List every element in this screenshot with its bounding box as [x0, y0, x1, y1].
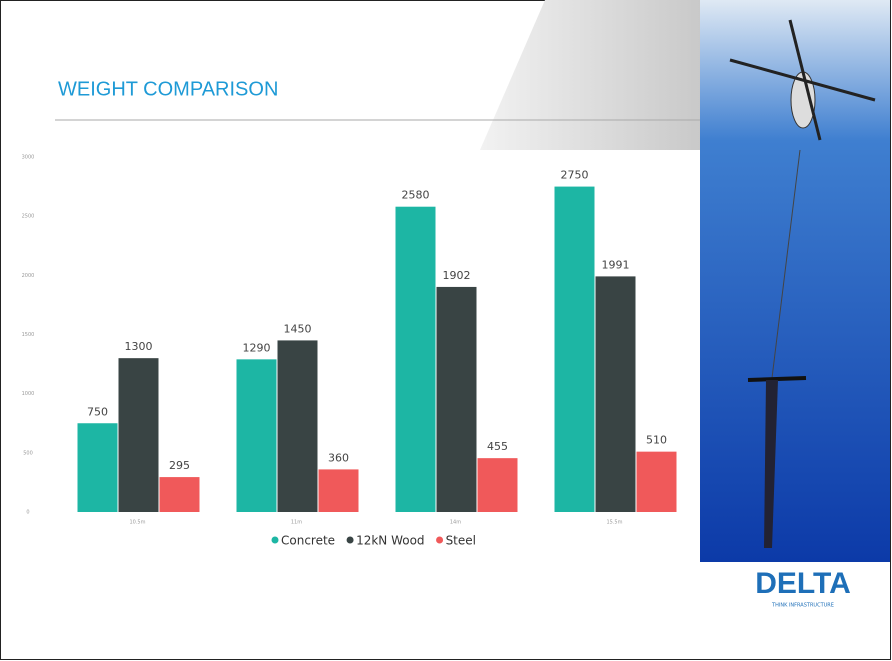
data-label: 750 — [87, 405, 108, 418]
data-label: 360 — [328, 451, 349, 464]
logo-tagline: THINK INFRASTRUCTURE — [771, 603, 834, 609]
data-label: 1450 — [284, 322, 312, 335]
bar — [636, 451, 677, 512]
y-tick-label: 500 — [23, 450, 33, 456]
data-label: 1290 — [243, 341, 271, 354]
bar — [318, 469, 359, 512]
bar — [159, 477, 200, 512]
y-tick-label: 2000 — [22, 273, 35, 279]
bar — [477, 458, 518, 512]
data-label: 295 — [169, 459, 190, 472]
crossarm — [747, 376, 807, 382]
x-tick-label: 15.5m — [606, 520, 622, 526]
y-tick-label: 3000 — [22, 155, 35, 161]
legend-label: Steel — [446, 534, 476, 548]
y-tick-label: 1500 — [22, 332, 35, 338]
pole — [764, 380, 778, 548]
bar — [595, 276, 636, 512]
legend-label: Concrete — [281, 534, 335, 548]
y-tick-label: 1000 — [22, 391, 35, 397]
bar — [436, 286, 477, 512]
bar — [554, 186, 595, 513]
data-label: 2750 — [561, 169, 589, 182]
data-label: 2580 — [402, 189, 430, 202]
bar — [277, 340, 318, 512]
bar — [395, 206, 436, 512]
cable — [771, 149, 801, 379]
y-tick-label: 2500 — [22, 214, 35, 220]
x-tick-label: 10.5m — [129, 520, 145, 526]
data-label: 510 — [646, 434, 667, 447]
data-label: 1902 — [443, 269, 471, 282]
bar — [236, 359, 277, 512]
y-tick-label: 0 — [26, 510, 29, 516]
decor-shape — [480, 0, 700, 150]
bar — [77, 423, 118, 512]
chart-title: WEIGHT COMPARISON — [58, 78, 278, 100]
bar — [118, 358, 159, 512]
legend-marker — [436, 536, 444, 544]
x-tick-label: 11m — [291, 520, 302, 526]
photo — [700, 0, 890, 562]
data-label: 1991 — [602, 258, 630, 271]
legend-marker — [271, 536, 279, 544]
rotor — [788, 19, 822, 141]
legend-label: 12kN Wood — [356, 534, 424, 548]
x-tick-label: 14m — [450, 520, 461, 526]
data-label: 455 — [487, 440, 508, 453]
rotor — [729, 58, 876, 102]
data-label: 1300 — [125, 340, 153, 353]
legend-marker — [346, 536, 354, 544]
logo: DELTA — [755, 567, 851, 600]
